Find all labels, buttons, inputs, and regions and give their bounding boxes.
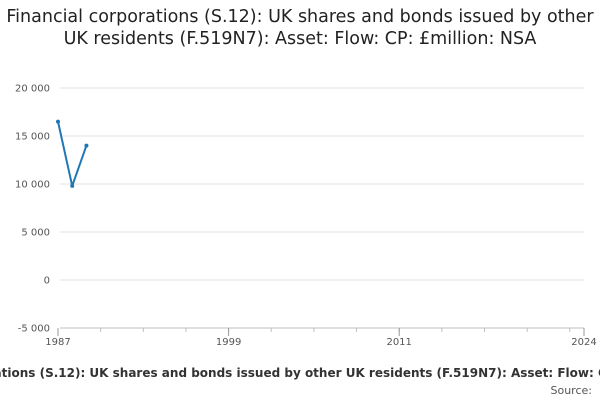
- data-point: [56, 119, 60, 124]
- data-point: [84, 143, 89, 148]
- x-tick-label: 1999: [216, 337, 241, 348]
- series-layer: [56, 119, 89, 188]
- x-axis-tick-labels: 1987 1999 2011 2024: [45, 337, 596, 348]
- series-line: [57, 121, 88, 187]
- data-point: [70, 183, 75, 188]
- source-label: Source:: [551, 384, 593, 397]
- x-axis-label: Financial corporations (S.12): UK shares…: [0, 366, 600, 380]
- x-tick-label: 1987: [45, 337, 70, 348]
- y-tick-label: 5 000: [21, 228, 50, 239]
- x-tick-label: 2024: [571, 337, 596, 348]
- chart-title: Financial corporations (S.12): UK shares…: [6, 7, 594, 49]
- gridlines: [60, 87, 584, 329]
- y-tick-label: 10 000: [15, 180, 50, 191]
- y-axis-tick-labels: -5 000 0 5 000 10 000 15 000 20 000: [15, 84, 50, 335]
- y-tick-label: 15 000: [15, 132, 50, 143]
- x-tick-label: 2011: [386, 337, 411, 348]
- y-tick-label: 0: [44, 276, 50, 287]
- y-tick-label: -5 000: [18, 324, 50, 335]
- y-tick-label: 20 000: [15, 84, 50, 95]
- x-axis: [57, 327, 585, 336]
